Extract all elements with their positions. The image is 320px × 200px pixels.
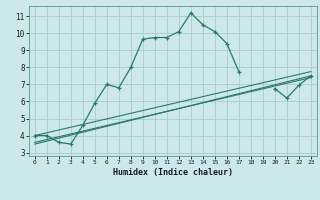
X-axis label: Humidex (Indice chaleur): Humidex (Indice chaleur) <box>113 168 233 177</box>
